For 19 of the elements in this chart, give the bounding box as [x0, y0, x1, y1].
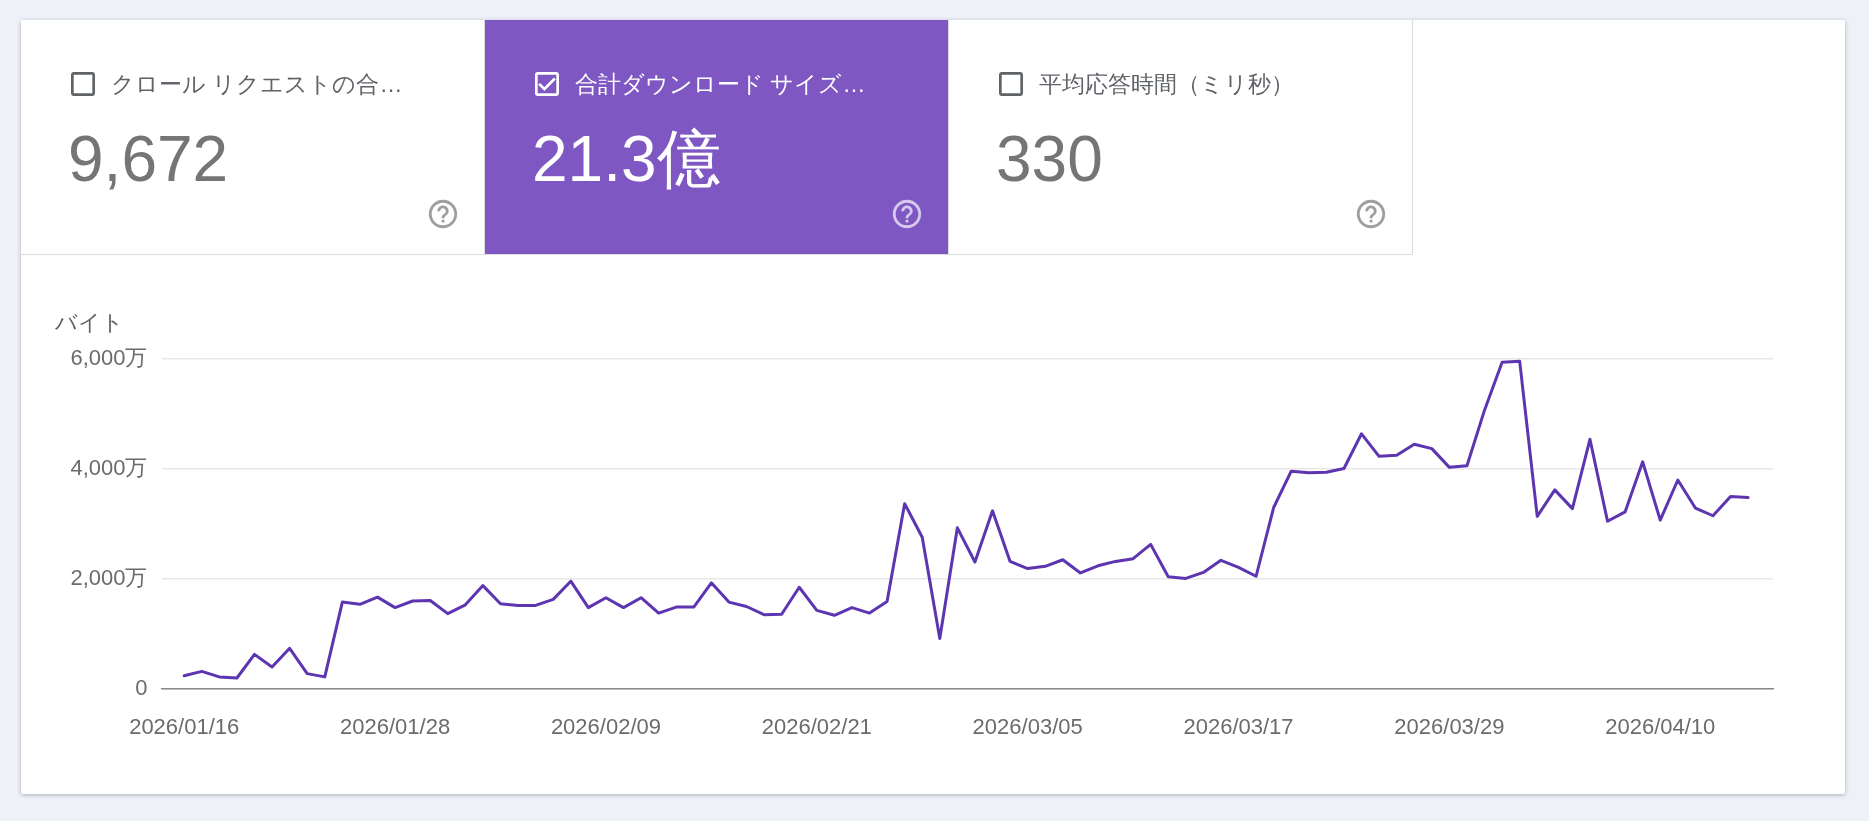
y-tick-label: 2,000万 [70, 565, 148, 591]
text: 21.3億 [532, 123, 721, 195]
text: 9,672 [68, 123, 229, 195]
x-tick-label: 2026/02/09 [550, 714, 661, 740]
y-tick-label: 4,000万 [70, 455, 148, 481]
x-tick-label: 2026/02/21 [761, 714, 872, 740]
text: クロール リクエストの合… [111, 70, 403, 99]
x-tick-label: 2026/03/17 [1183, 714, 1294, 740]
text: 平均応答時間（ミリ秒） [1039, 70, 1294, 99]
x-tick-label: 2026/01/28 [340, 714, 451, 740]
x-tick-label: 2026/01/16 [129, 714, 240, 740]
text: 330 [996, 123, 1103, 195]
y-tick-label: 6,000万 [70, 345, 148, 371]
x-tick-label: 2026/03/29 [1394, 714, 1505, 740]
y-axis-title: バイト [54, 310, 124, 336]
x-tick-label: 2026/04/10 [1605, 714, 1716, 740]
text: 合計ダウンロード サイズ… [575, 70, 866, 99]
x-tick-label: 2026/03/05 [972, 714, 1083, 740]
y-tick-label: 0 [135, 675, 148, 701]
